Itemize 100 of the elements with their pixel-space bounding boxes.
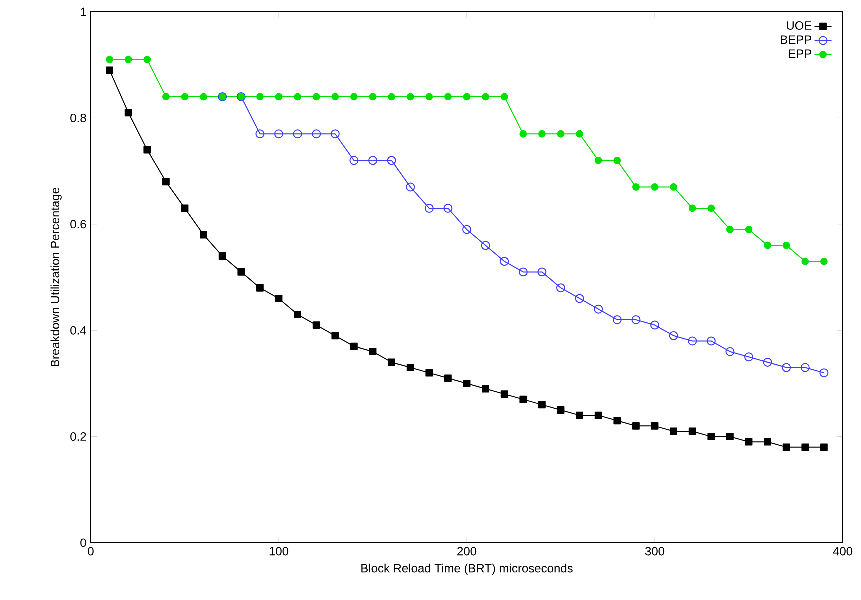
point <box>763 358 772 367</box>
point <box>369 348 377 356</box>
point <box>802 258 810 266</box>
point <box>688 204 696 212</box>
point <box>218 252 226 260</box>
point <box>275 93 283 101</box>
point <box>312 130 322 139</box>
point <box>462 225 472 234</box>
point <box>124 56 132 64</box>
point <box>575 294 584 304</box>
point <box>106 66 114 74</box>
point <box>330 130 340 139</box>
point <box>594 156 602 164</box>
point <box>632 315 641 324</box>
point <box>368 156 378 166</box>
point <box>500 257 510 266</box>
point <box>444 204 453 213</box>
y-tick-label: 0.6 <box>70 220 86 229</box>
x-tick-label: 0 <box>88 547 94 556</box>
point <box>274 130 284 139</box>
point <box>444 374 452 382</box>
point <box>312 322 320 329</box>
point <box>556 284 566 293</box>
point <box>406 182 416 192</box>
point <box>162 178 170 186</box>
point <box>481 241 490 250</box>
point <box>200 93 208 101</box>
point <box>518 268 528 277</box>
point <box>350 156 359 166</box>
point <box>820 368 829 378</box>
y-axis-title: Breakdown Utilization Percentage <box>50 188 62 367</box>
point <box>520 130 528 138</box>
x-tick-label: 300 <box>645 547 665 556</box>
point <box>706 336 716 346</box>
y-tick-label: 0.2 <box>70 432 86 442</box>
point <box>350 93 358 101</box>
point <box>594 412 602 420</box>
point <box>406 93 414 101</box>
y-tick-label: 0 <box>80 538 86 548</box>
point <box>387 156 396 166</box>
y-tick-label: 0.4 <box>70 326 86 335</box>
point <box>275 295 283 302</box>
point <box>332 332 340 340</box>
point <box>256 130 265 139</box>
point <box>670 184 678 191</box>
point <box>820 258 828 266</box>
point <box>594 304 604 314</box>
point <box>726 226 734 234</box>
point <box>426 93 434 101</box>
point <box>350 342 358 350</box>
point <box>708 433 716 440</box>
point <box>256 93 264 101</box>
point <box>764 438 772 446</box>
point <box>538 130 546 138</box>
point <box>745 438 753 446</box>
y-tick-label: 0.8 <box>70 114 86 122</box>
point <box>520 396 528 404</box>
point <box>726 433 734 440</box>
point <box>782 242 790 250</box>
point <box>181 93 189 101</box>
point <box>726 347 735 356</box>
point <box>688 428 696 436</box>
point <box>294 93 302 101</box>
point <box>670 428 678 436</box>
point <box>614 417 622 425</box>
point <box>388 93 396 101</box>
point <box>500 390 508 398</box>
point <box>745 226 753 234</box>
point <box>651 184 659 191</box>
point <box>200 231 208 239</box>
x-tick-label: 200 <box>458 547 477 556</box>
point <box>388 358 396 366</box>
point <box>576 412 584 420</box>
point <box>800 363 810 372</box>
point <box>614 156 622 164</box>
point <box>426 369 434 377</box>
point <box>424 204 434 213</box>
x-tick-label: 100 <box>270 547 289 556</box>
point <box>482 93 490 101</box>
point <box>612 315 622 324</box>
y-tick-label: 1 <box>81 8 86 16</box>
point <box>669 331 678 340</box>
point <box>144 56 152 64</box>
point <box>708 204 716 212</box>
point <box>312 93 320 101</box>
point <box>782 444 790 452</box>
point <box>444 93 452 101</box>
point <box>144 146 152 154</box>
point <box>256 284 264 292</box>
legend-label: BEPP <box>781 36 812 44</box>
point <box>332 93 340 101</box>
point <box>482 385 490 393</box>
point <box>632 422 640 430</box>
point <box>238 268 246 276</box>
point <box>576 130 584 138</box>
x-axis-title: Block Reload Time (BRT) microseconds <box>362 564 573 576</box>
point <box>820 444 828 452</box>
point <box>802 444 810 452</box>
point <box>688 336 698 346</box>
point <box>463 380 471 388</box>
